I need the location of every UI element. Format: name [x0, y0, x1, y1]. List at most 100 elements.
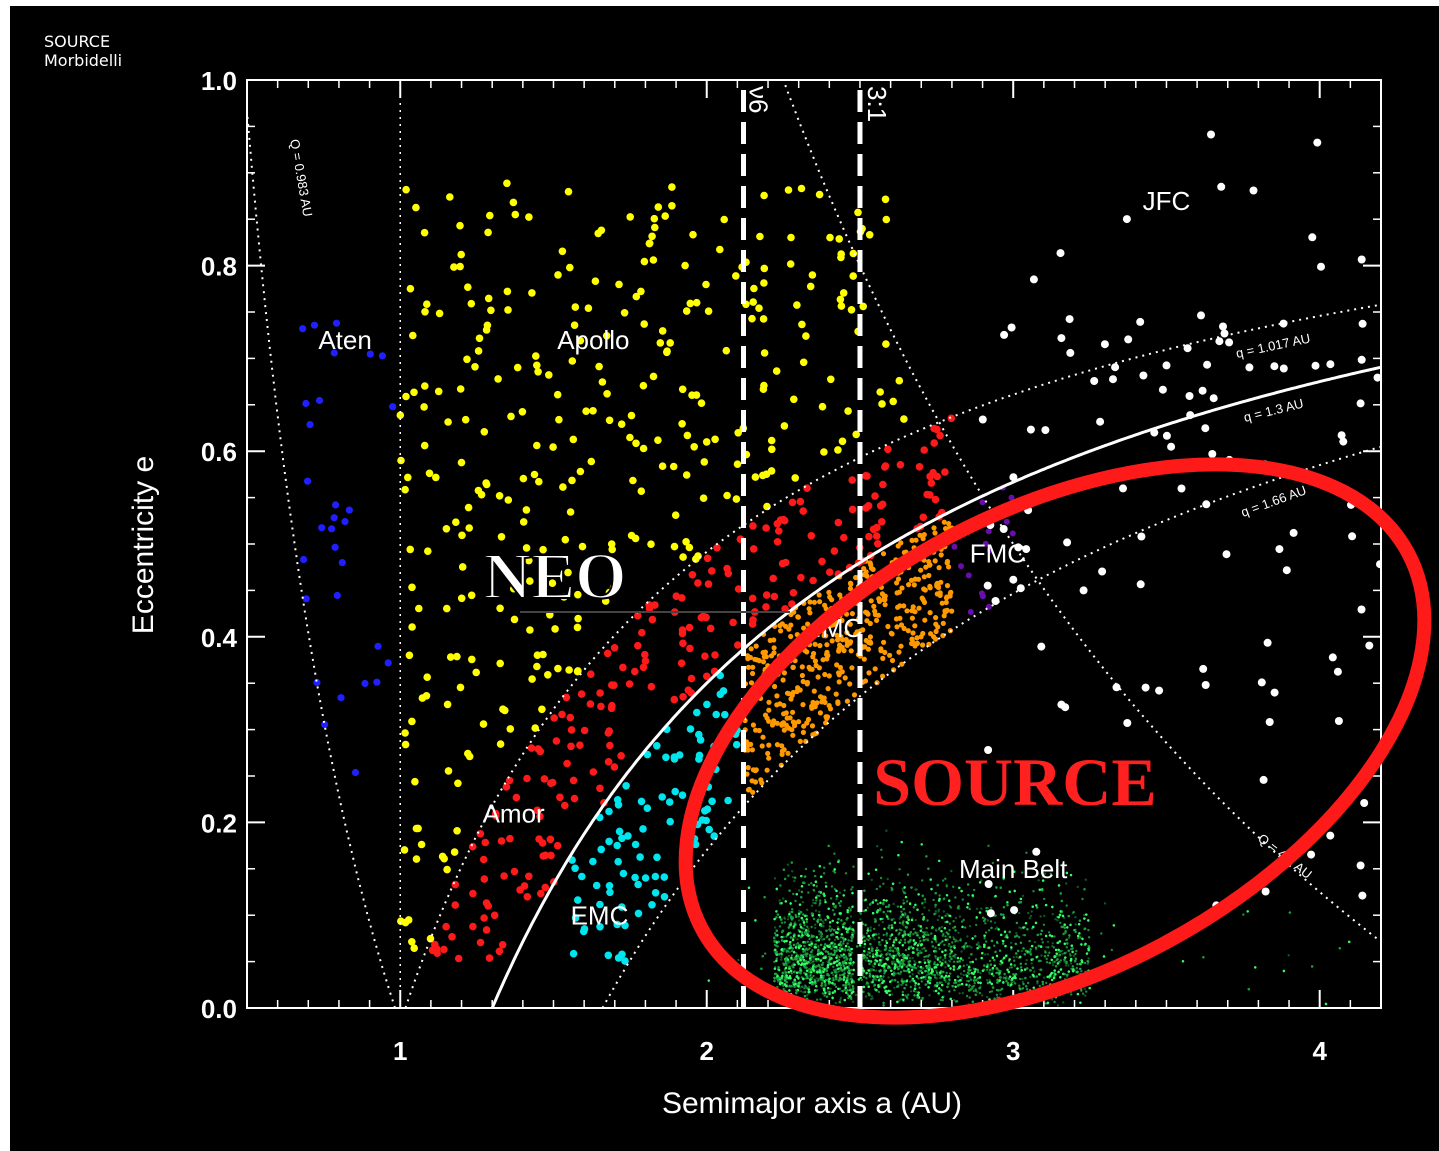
main-belt-point: [925, 973, 929, 976]
main-belt-point: [790, 954, 793, 957]
main-belt-point: [839, 940, 842, 944]
main-belt-point: [1018, 911, 1021, 915]
main-belt-point: [848, 986, 851, 989]
main-belt-point: [991, 861, 994, 865]
main-belt-point: [1000, 963, 1003, 966]
main-belt-point: [877, 943, 881, 946]
main-belt-point: [1076, 885, 1080, 889]
main-belt-point: [852, 865, 855, 868]
main-belt-point: [1072, 929, 1076, 932]
main-belt-point: [923, 931, 926, 934]
main-belt-point: [925, 926, 928, 930]
main-belt-point: [795, 951, 798, 955]
main-belt-point: [811, 949, 814, 952]
main-belt-point: [806, 940, 809, 943]
main-belt-point: [917, 971, 920, 974]
main-belt-point: [818, 933, 821, 936]
main-belt-point: [799, 990, 803, 993]
main-belt-point: [899, 970, 903, 974]
main-belt-point: [1015, 932, 1018, 935]
main-belt-point: [829, 929, 832, 933]
main-belt-point: [1002, 976, 1005, 979]
main-belt-point: [1023, 934, 1027, 937]
main-belt-point: [1040, 954, 1043, 957]
main-belt-point: [988, 978, 991, 982]
main-belt-point: [1059, 921, 1062, 924]
main-belt-point: [897, 972, 900, 975]
main-belt-point: [987, 929, 991, 932]
main-belt-point: [1046, 940, 1050, 943]
main-belt-point: [880, 848, 883, 851]
main-belt-point: [826, 960, 829, 963]
main-belt-point: [1021, 981, 1024, 984]
main-belt-point: [938, 894, 941, 897]
main-belt-point: [899, 983, 903, 987]
main-belt-point: [798, 909, 801, 912]
main-belt-point: [933, 989, 936, 993]
main-belt-point: [807, 930, 810, 933]
main-belt-point: [807, 883, 811, 886]
main-belt-point: [1009, 941, 1013, 944]
main-belt-point: [849, 915, 853, 918]
main-belt-point: [923, 906, 926, 909]
main-belt-point: [924, 900, 927, 904]
main-belt-point: [1029, 975, 1032, 979]
main-belt-point: [1081, 992, 1085, 995]
main-belt-point: [1015, 955, 1018, 959]
main-belt-point: [1021, 894, 1025, 898]
main-belt-point: [892, 960, 895, 963]
main-belt-point: [863, 940, 866, 943]
main-belt-point: [851, 972, 854, 976]
main-belt-point: [780, 958, 783, 961]
main-belt-point: [909, 985, 912, 989]
main-belt-point: [895, 929, 898, 932]
main-belt-point: [989, 906, 993, 909]
main-belt-point: [921, 879, 924, 882]
main-belt-point: [803, 924, 806, 927]
main-belt-point: [843, 947, 847, 950]
main-belt-point: [962, 918, 965, 922]
main-belt-point: [944, 956, 947, 960]
main-belt-point: [941, 934, 944, 937]
main-belt-point: [807, 968, 811, 971]
main-belt-point: [942, 932, 945, 936]
main-belt-point: [967, 968, 970, 971]
main-belt-point: [1025, 958, 1028, 962]
main-belt-point: [819, 901, 822, 904]
main-belt-point: [778, 899, 781, 902]
main-belt-point: [961, 898, 964, 901]
main-belt-point: [988, 990, 992, 994]
main-belt-point: [943, 978, 946, 982]
main-belt-point: [1069, 962, 1073, 965]
main-belt-point: [1030, 910, 1033, 913]
main-belt-point: [953, 989, 956, 992]
main-belt-point: [1041, 875, 1044, 879]
main-belt-point: [921, 931, 924, 934]
main-belt-point: [846, 948, 850, 952]
main-belt-point: [1017, 936, 1021, 939]
main-belt-point: [869, 929, 872, 932]
main-belt-point: [878, 885, 882, 888]
main-belt-point: [983, 953, 987, 956]
main-belt-point: [930, 932, 933, 935]
main-belt-point: [958, 915, 962, 918]
main-belt-point: [823, 994, 826, 997]
main-belt-point: [815, 977, 818, 980]
main-belt-point: [1081, 897, 1084, 901]
main-belt-point: [938, 947, 941, 950]
main-belt-point: [845, 977, 849, 980]
main-belt-point: [980, 994, 984, 997]
main-belt-point: [922, 967, 925, 970]
main-belt-point: [901, 990, 904, 994]
main-belt-point: [993, 944, 996, 947]
main-belt-point: [1004, 936, 1007, 939]
main-belt-point: [976, 977, 979, 980]
main-belt-point: [952, 938, 956, 941]
main-belt-point: [917, 965, 920, 968]
main-belt-point: [807, 891, 810, 894]
main-belt-point: [1001, 958, 1004, 961]
main-belt-point: [1041, 941, 1045, 944]
main-belt-point: [1045, 946, 1048, 949]
main-belt-point: [809, 973, 812, 977]
main-belt-point: [974, 958, 978, 961]
